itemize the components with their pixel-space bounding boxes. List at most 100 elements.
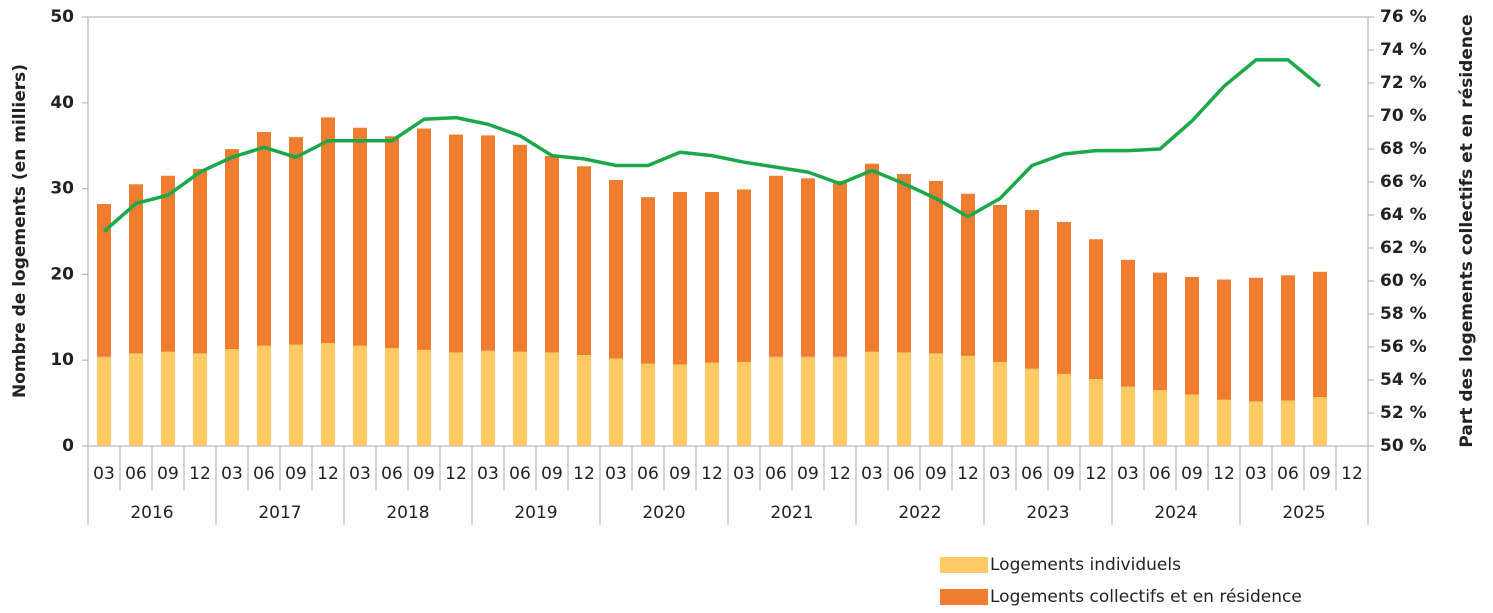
bar (321, 343, 335, 446)
bar (545, 352, 559, 446)
bar (993, 361, 1007, 446)
x-tick-label: 09 (925, 464, 947, 484)
y-tick-label: 30 (50, 179, 74, 199)
x-tick-label: 09 (285, 464, 307, 484)
bar (705, 192, 719, 363)
y2-tick-label: 64 % (1380, 205, 1427, 225)
x-tick-label: 09 (157, 464, 179, 484)
year-label: 2023 (1026, 503, 1069, 523)
year-label: 2017 (258, 503, 301, 523)
x-tick-label: 06 (637, 464, 659, 484)
bar (929, 180, 943, 354)
legend-label: Logements individuels (990, 555, 1181, 575)
bar (257, 345, 271, 446)
line (102, 58, 1322, 233)
bar (193, 353, 207, 446)
bar (385, 136, 399, 349)
bar (673, 364, 687, 446)
x-tick-label: 09 (1053, 464, 1075, 484)
y2-tick-label: 76 % (1380, 7, 1427, 27)
bar (737, 189, 751, 362)
bar (769, 175, 783, 357)
year-label: 2021 (770, 503, 813, 523)
bar (1121, 259, 1135, 387)
legend-label: Logements collectifs et en résidence (990, 587, 1302, 607)
x-tick-label: 06 (1277, 464, 1299, 484)
bar (993, 204, 1007, 362)
bar (609, 358, 623, 446)
bar (961, 193, 975, 356)
y-tick-label: 0 (62, 436, 74, 456)
bar (1121, 386, 1135, 446)
bar (769, 356, 783, 446)
y2-tick-label: 72 % (1380, 73, 1427, 93)
bar (513, 351, 527, 446)
x-tick-label: 12 (445, 464, 467, 484)
bar (161, 175, 175, 352)
bar (1313, 271, 1327, 398)
x-tick-label: 12 (1085, 464, 1107, 484)
y-tick-label: 50 (50, 7, 74, 27)
x-tick-label: 09 (1309, 464, 1331, 484)
x-tick-label: 06 (1149, 464, 1171, 484)
x-tick-label: 12 (317, 464, 339, 484)
x-tick-label: 03 (349, 464, 371, 484)
bar (641, 363, 655, 446)
x-tick-label: 03 (989, 464, 1011, 484)
x-tick-label: 06 (893, 464, 915, 484)
x-tick-label: 03 (605, 464, 627, 484)
bar (737, 361, 751, 446)
x-tick-label: 03 (221, 464, 243, 484)
y-tick-label: 10 (50, 350, 74, 370)
bar (353, 127, 367, 346)
bar (513, 144, 527, 352)
y-tick-label: 20 (50, 264, 74, 284)
bar (897, 174, 911, 353)
y2-tick-label: 62 % (1380, 238, 1427, 258)
x-tick-label: 12 (829, 464, 851, 484)
bar (257, 131, 271, 346)
x-tick-label: 09 (797, 464, 819, 484)
x-tick-label: 09 (413, 464, 435, 484)
bar (385, 348, 399, 446)
bar (1185, 276, 1199, 395)
legend-swatch (940, 557, 988, 573)
year-label: 2018 (386, 503, 429, 523)
x-tick-label: 12 (957, 464, 979, 484)
x-tick-label: 12 (189, 464, 211, 484)
bar (833, 180, 847, 357)
x-tick-label: 03 (1245, 464, 1267, 484)
x-tick-label: 06 (381, 464, 403, 484)
bar (577, 166, 591, 356)
bar (641, 197, 655, 364)
y2-tick-label: 50 % (1380, 436, 1427, 456)
bar (417, 128, 431, 350)
year-label: 2019 (514, 503, 557, 523)
bar (161, 351, 175, 446)
bar (481, 350, 495, 446)
y2-axis-title: Part des logements collectifs et en rési… (1457, 14, 1477, 447)
year-label: 2020 (642, 503, 685, 523)
bar (865, 163, 879, 352)
x-tick-label: 03 (477, 464, 499, 484)
bar (225, 349, 239, 446)
x-tick-label: 09 (669, 464, 691, 484)
bar (129, 353, 143, 446)
x-tick-label: 09 (541, 464, 563, 484)
x-tick-label: 03 (1117, 464, 1139, 484)
x-tick-label: 06 (125, 464, 147, 484)
x-tick-label: 03 (733, 464, 755, 484)
x-tick-label: 06 (253, 464, 275, 484)
bar (1153, 390, 1167, 446)
year-label: 2025 (1282, 503, 1325, 523)
bar (1057, 373, 1071, 446)
bar (897, 352, 911, 446)
y2-tick-label: 58 % (1380, 304, 1427, 324)
bar (97, 356, 111, 446)
x-tick-label: 06 (1021, 464, 1043, 484)
y2-tick-label: 52 % (1380, 403, 1427, 423)
bar (1281, 275, 1295, 401)
bar (1025, 210, 1039, 369)
y2-tick-label: 68 % (1380, 139, 1427, 159)
bar (929, 353, 943, 446)
